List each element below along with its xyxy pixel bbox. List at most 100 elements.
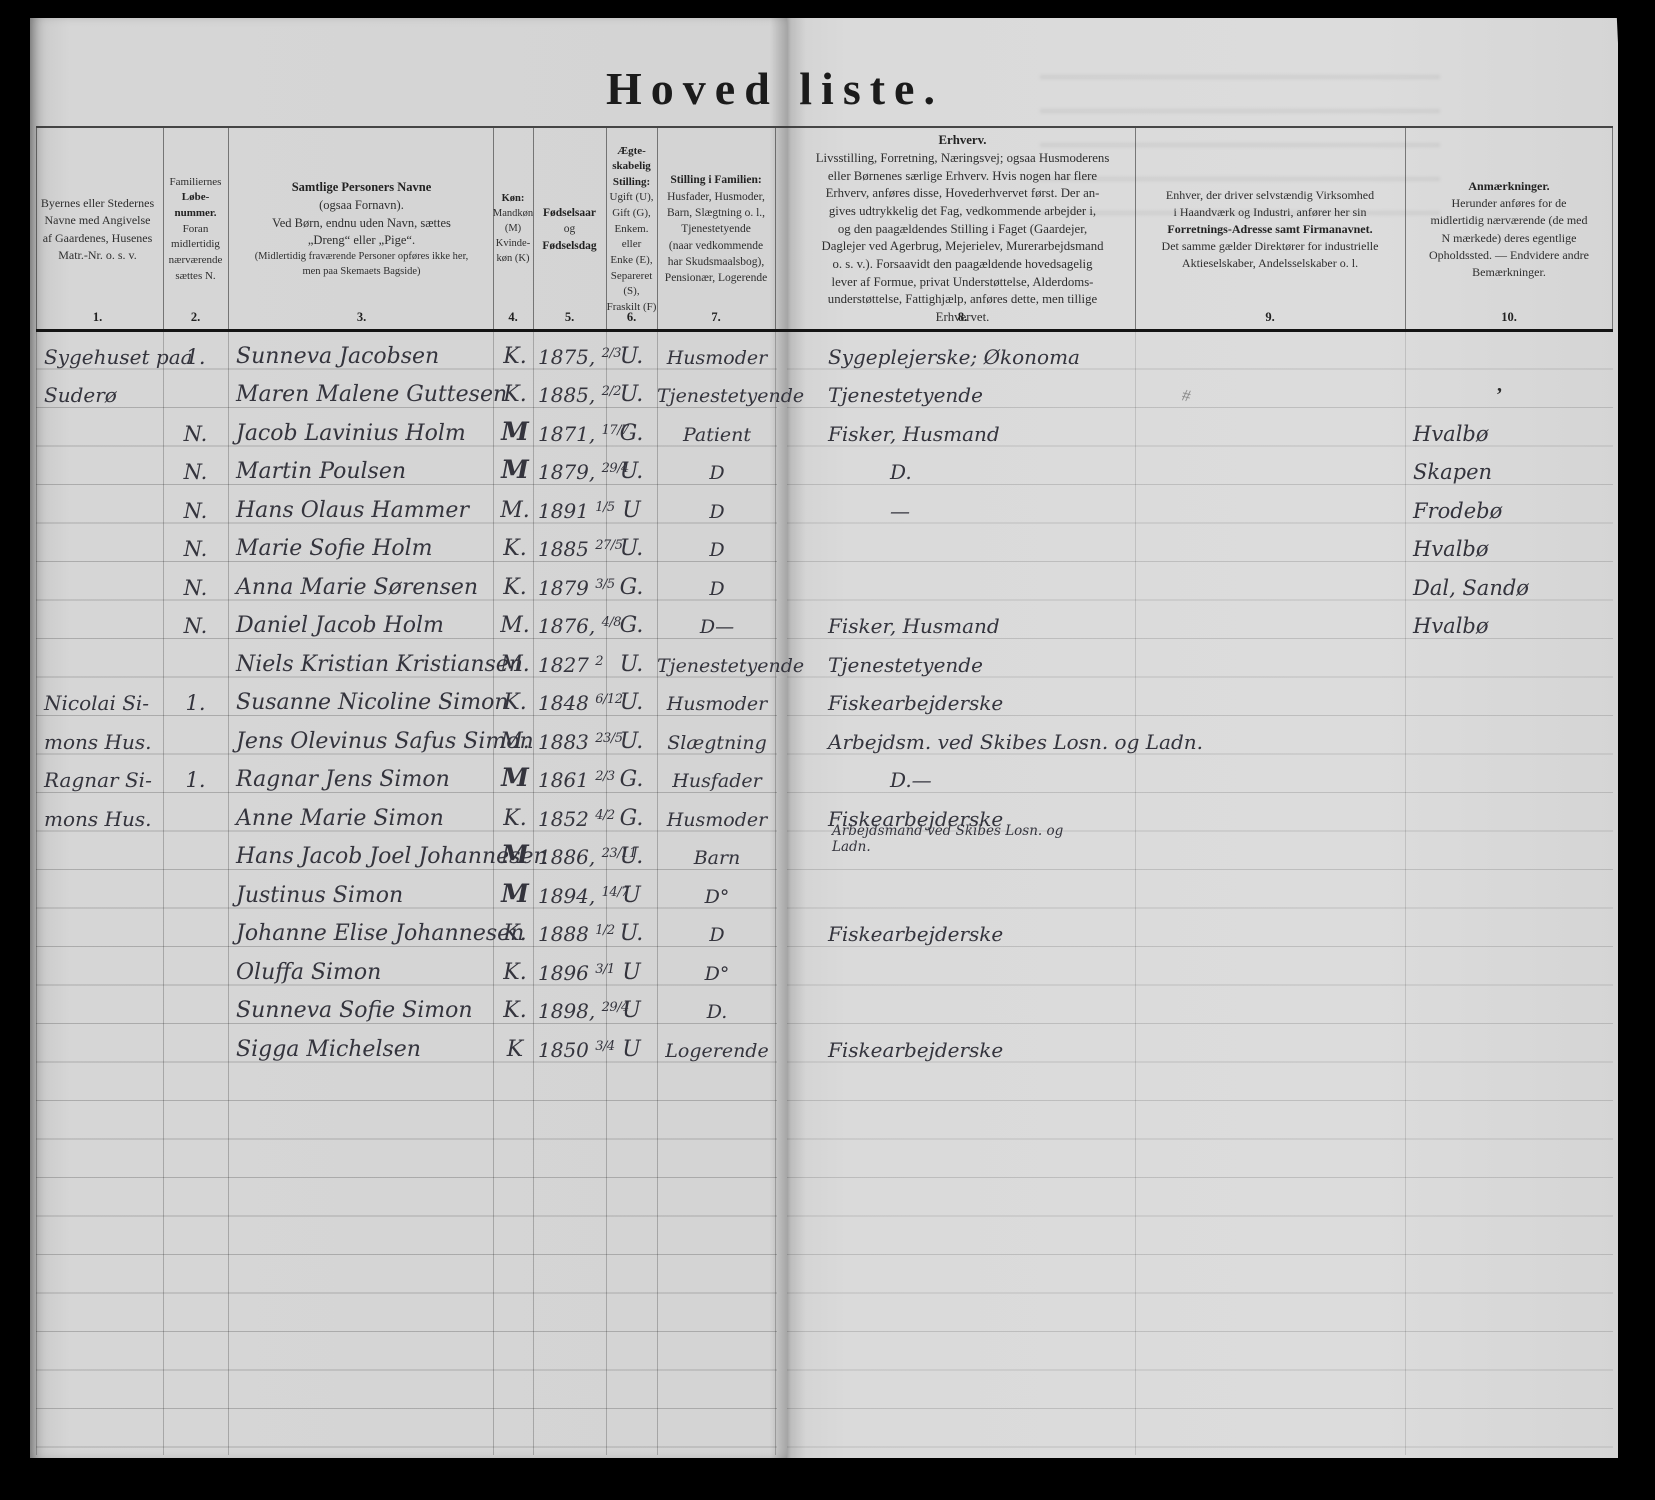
scan-border-top — [0, 0, 1655, 18]
header-line: Fødselsaar — [542, 207, 597, 219]
header-line: Opholdssted. — Endvidere andre — [1429, 247, 1589, 262]
header-line: Navne med Angivelse — [44, 213, 151, 228]
column-divider — [163, 332, 164, 1455]
cell-civil-status: U. — [619, 536, 644, 561]
column-divider — [1612, 128, 1613, 329]
column-divider — [657, 128, 658, 329]
cell-name: Sunneva Sofie Simon — [236, 998, 473, 1023]
cell-family-role: D — [709, 462, 725, 484]
cell-lobenummer: N. — [183, 460, 208, 484]
cell-family-role: D° — [704, 962, 730, 985]
cell-civil-status: G. — [619, 613, 644, 638]
header-col-lobenr: Familiernes Løbe-nummer. Foran midlertidig n… — [163, 130, 228, 329]
column-divider — [1405, 128, 1406, 329]
cell-place: Suderø — [44, 383, 117, 407]
birth-year: 1871, — [538, 421, 596, 446]
table-row: Sigga Michelsen K 1850 3/4 U Logerende F… — [0, 1024, 1655, 1063]
cell-family-role: Tjenestetyende — [657, 385, 805, 407]
column-number: 3. — [356, 310, 367, 324]
cell-erhverv: Fiskearbejderske — [828, 691, 1004, 715]
cell-birth: 1871, 17/7 — [538, 422, 658, 446]
cell-erhverv: Fiskearbejderske — [828, 922, 1004, 946]
header-line: Stilling: — [612, 175, 651, 188]
header-bottom-rule — [36, 329, 1613, 332]
cell-birth: 1886, 23/11 — [538, 845, 658, 869]
column-number: 9. — [1265, 310, 1275, 324]
ink-tick-mark: ’ — [1496, 384, 1503, 406]
cell-remarks: Dal, Sandø — [1413, 575, 1529, 600]
cell-kon: K. — [503, 921, 527, 946]
cell-civil-status: U — [622, 998, 641, 1023]
birth-year: 1850 — [538, 1037, 589, 1062]
column-number: 6. — [626, 310, 637, 324]
column-divider — [163, 128, 164, 329]
cell-family-role: D — [709, 924, 725, 946]
cell-civil-status: U — [622, 882, 641, 908]
header-line: (ogsaa Fornavn). — [319, 197, 404, 212]
column-divider — [1135, 128, 1136, 329]
header-line: Bemærkninger. — [1472, 264, 1546, 279]
header-line: Husfader, Husmoder, — [667, 190, 765, 203]
header-line: Fødselsdag — [542, 239, 597, 252]
cell-birth: 1875, 2/3 — [538, 345, 658, 369]
cell-family-role: D — [709, 577, 725, 600]
cell-birth: 1898, 29/4 — [538, 999, 658, 1023]
cell-name: Marie Sofie Holm — [236, 536, 433, 561]
birth-day: 17/7 — [601, 422, 630, 438]
header-line: N mærkede) deres egentlige — [1441, 230, 1577, 245]
cell-civil-status: U. — [619, 382, 644, 407]
header-line: (S), — [623, 285, 640, 298]
cell-family-role: Patient — [682, 423, 752, 446]
header-line: Anmærkninger. — [1468, 179, 1550, 194]
birth-day: 4/2 — [595, 807, 615, 823]
cell-erhverv: Tjenestetyende — [828, 383, 983, 407]
cell-family-role: D. — [706, 1001, 728, 1023]
column-divider — [606, 332, 607, 1455]
cell-lobenummer: N. — [183, 614, 208, 638]
column-divider — [775, 128, 776, 329]
cell-kon: M. — [500, 651, 530, 677]
birth-day: 23/11 — [601, 846, 637, 861]
table-row: mons Hus. Jens Olevinus Safus Simon M. 1… — [0, 716, 1655, 755]
header-col-family: Stilling i Familien: Husfader, Husmoder, B… — [657, 130, 775, 329]
birth-year: 1891 — [538, 498, 589, 523]
table-row: N. Martin Poulsen M 1879, 29/4 U. D D. S… — [0, 447, 1655, 486]
cell-lobenummer: 1. — [185, 768, 206, 792]
header-line: Ægte- — [617, 144, 646, 157]
birth-year: 1827 — [538, 652, 589, 677]
cell-birth: 1883 23/5 — [538, 730, 658, 754]
header-line: og den paagældendes Stilling i Faget (Ga… — [837, 221, 1088, 236]
cell-name: Ragnar Jens Simon — [236, 767, 450, 792]
header-col-place: Byernes eller Stedernes Navne med Angivel… — [32, 130, 163, 329]
birth-day: 2 — [595, 653, 604, 669]
cell-place: mons Hus. — [44, 806, 152, 831]
cell-civil-status: U. — [619, 343, 644, 369]
scan-page-right — [787, 18, 1618, 1458]
header-line: har Skudsmaalsbog), — [667, 255, 765, 268]
cell-name: Jacob Lavinius Holm — [236, 420, 466, 446]
cell-kon: M — [501, 455, 529, 484]
header-line: Aktieselskaber, Andelsselskaber o. l. — [1181, 256, 1359, 271]
header-line: Løbe- — [181, 191, 210, 204]
birth-day: 29/4 — [601, 1000, 630, 1015]
cell-name: Niels Kristian Kristiansen — [236, 651, 523, 677]
birth-year: 1885 — [538, 537, 589, 561]
birth-year: 1848 — [538, 691, 589, 715]
birth-year: 1879, — [538, 460, 596, 484]
cell-lobenummer: N. — [183, 537, 208, 561]
header-line: eller Børnenes særlige Erhverv. Hvis nog… — [827, 168, 1098, 183]
column-divider — [606, 128, 607, 329]
birth-year: 1896 — [538, 960, 589, 985]
cell-birth: 1894, 14/7 — [538, 884, 658, 908]
header-line: Erhverv, anføres disse, Hovederhvervet f… — [825, 186, 1100, 201]
header-line: Gift (G), — [612, 207, 651, 220]
header-line: nærværende — [168, 253, 223, 266]
table-row: Justinus Simon M 1894, 14/7 U D° — [0, 870, 1655, 909]
cell-remarks: Hvalbø — [1413, 421, 1489, 446]
cell-civil-status: G. — [619, 805, 644, 831]
table-row: mons Hus. Anne Marie Simon K. 1852 4/2 G… — [0, 793, 1655, 832]
cell-birth: 1850 3/4 — [538, 1038, 658, 1062]
cell-civil-status: U. — [619, 728, 644, 754]
birth-year: 1883 — [538, 729, 589, 754]
header-line: skabelig — [612, 160, 651, 173]
